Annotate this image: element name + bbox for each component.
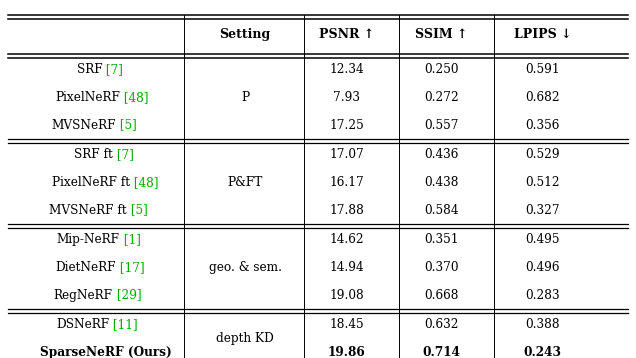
Text: geo. & sem.: geo. & sem. — [209, 261, 282, 274]
Text: MVSNeRF: MVSNeRF — [52, 118, 116, 132]
Text: 0.529: 0.529 — [525, 148, 560, 161]
Text: 0.591: 0.591 — [525, 63, 560, 76]
Text: 14.62: 14.62 — [329, 233, 364, 246]
Text: 0.388: 0.388 — [525, 318, 560, 331]
Text: 0.327: 0.327 — [525, 204, 560, 217]
Text: 14.94: 14.94 — [329, 261, 364, 274]
Text: LPIPS ↓: LPIPS ↓ — [514, 28, 572, 41]
Text: MVSNeRF ft: MVSNeRF ft — [49, 204, 127, 217]
Text: 0.272: 0.272 — [424, 91, 459, 104]
Text: PixelNeRF ft: PixelNeRF ft — [52, 176, 130, 189]
Text: DSNeRF: DSNeRF — [56, 318, 109, 331]
Text: [17]: [17] — [116, 261, 145, 274]
Text: 0.436: 0.436 — [424, 148, 459, 161]
Text: 0.714: 0.714 — [422, 346, 460, 358]
Text: Mip-NeRF: Mip-NeRF — [57, 233, 120, 246]
Text: RegNeRF: RegNeRF — [54, 289, 113, 301]
Text: [5]: [5] — [127, 204, 148, 217]
Text: [7]: [7] — [113, 148, 134, 161]
Text: [48]: [48] — [130, 176, 159, 189]
Text: [1]: [1] — [120, 233, 141, 246]
Text: SSIM ↑: SSIM ↑ — [415, 28, 467, 41]
Text: DietNeRF: DietNeRF — [56, 261, 116, 274]
Text: P: P — [241, 91, 249, 104]
Text: 0.351: 0.351 — [424, 233, 459, 246]
Text: 0.632: 0.632 — [424, 318, 459, 331]
Text: 0.584: 0.584 — [424, 204, 459, 217]
Text: 16.17: 16.17 — [329, 176, 364, 189]
Text: 18.45: 18.45 — [329, 318, 364, 331]
Text: 0.283: 0.283 — [525, 289, 560, 301]
Text: SRF: SRF — [77, 63, 102, 76]
Text: SparseNeRF (Ours): SparseNeRF (Ours) — [40, 346, 172, 358]
Text: depth KD: depth KD — [216, 332, 274, 345]
Text: 19.86: 19.86 — [328, 346, 365, 358]
Text: 0.243: 0.243 — [524, 346, 562, 358]
Text: P&FT: P&FT — [228, 176, 263, 189]
Text: 0.557: 0.557 — [424, 118, 459, 132]
Text: 19.08: 19.08 — [329, 289, 364, 301]
Text: [5]: [5] — [116, 118, 137, 132]
Text: [29]: [29] — [113, 289, 141, 301]
Text: 0.438: 0.438 — [424, 176, 459, 189]
Text: SRF ft: SRF ft — [74, 148, 113, 161]
Text: [7]: [7] — [102, 63, 123, 76]
Text: 0.250: 0.250 — [424, 63, 459, 76]
Text: 17.07: 17.07 — [329, 148, 364, 161]
Text: 17.88: 17.88 — [329, 204, 364, 217]
Text: 0.370: 0.370 — [424, 261, 459, 274]
Text: 17.25: 17.25 — [329, 118, 364, 132]
Text: 0.682: 0.682 — [525, 91, 560, 104]
Text: [48]: [48] — [120, 91, 148, 104]
Text: 0.495: 0.495 — [525, 233, 560, 246]
Text: 12.34: 12.34 — [329, 63, 364, 76]
Text: 0.496: 0.496 — [525, 261, 560, 274]
Text: 7.93: 7.93 — [333, 91, 360, 104]
Text: PSNR ↑: PSNR ↑ — [319, 28, 374, 41]
Text: 0.668: 0.668 — [424, 289, 459, 301]
Text: 0.512: 0.512 — [525, 176, 560, 189]
Text: 0.356: 0.356 — [525, 118, 560, 132]
Text: Setting: Setting — [219, 28, 271, 41]
Text: PixelNeRF: PixelNeRF — [55, 91, 120, 104]
Text: [11]: [11] — [109, 318, 138, 331]
